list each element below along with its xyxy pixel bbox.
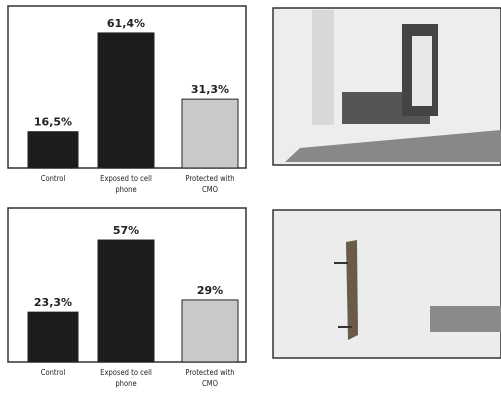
value-label: 57%	[113, 224, 139, 237]
value-label: 16,5%	[34, 116, 72, 129]
value-label: 23,3%	[34, 296, 72, 309]
category-label: Exposed to cell phone	[100, 174, 152, 194]
bar	[181, 98, 239, 169]
bar	[97, 32, 155, 169]
bar	[97, 239, 155, 363]
value-label: 31,3%	[191, 83, 229, 96]
category-label: Control	[40, 174, 66, 183]
bar	[181, 299, 239, 363]
value-label: 29%	[197, 284, 223, 297]
bar	[27, 131, 79, 169]
category-label: Protected with CMO	[185, 174, 235, 194]
photo	[272, 209, 501, 359]
photo	[272, 7, 501, 166]
category-label: Exposed to cell phone	[100, 368, 152, 388]
category-label: Control	[40, 368, 66, 377]
value-label: 61,4%	[107, 17, 145, 30]
category-label: Protected with CMO	[185, 368, 235, 388]
bar	[27, 311, 79, 363]
